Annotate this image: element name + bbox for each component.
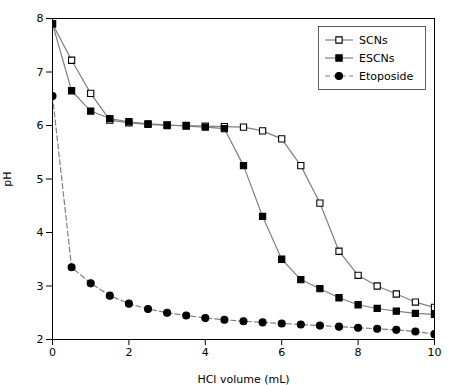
svg-text:0: 0 [49, 346, 56, 359]
svg-text:5: 5 [37, 173, 44, 186]
svg-text:10: 10 [428, 346, 442, 359]
svg-text:ESCNs: ESCNs [359, 52, 395, 65]
svg-text:6: 6 [37, 119, 44, 132]
svg-text:8: 8 [37, 12, 44, 25]
svg-text:pH: pH [1, 171, 14, 186]
svg-text:HCl volume (mL): HCl volume (mL) [197, 373, 289, 385]
svg-text:Etoposide: Etoposide [359, 70, 413, 83]
svg-text:4: 4 [202, 346, 209, 359]
svg-text:SCNs: SCNs [359, 34, 388, 47]
svg-text:8: 8 [355, 346, 362, 359]
svg-text:4: 4 [37, 226, 44, 239]
svg-text:2: 2 [125, 346, 132, 359]
svg-text:6: 6 [278, 346, 285, 359]
svg-text:7: 7 [37, 66, 44, 79]
svg-text:2: 2 [37, 333, 44, 346]
svg-text:3: 3 [37, 280, 44, 293]
